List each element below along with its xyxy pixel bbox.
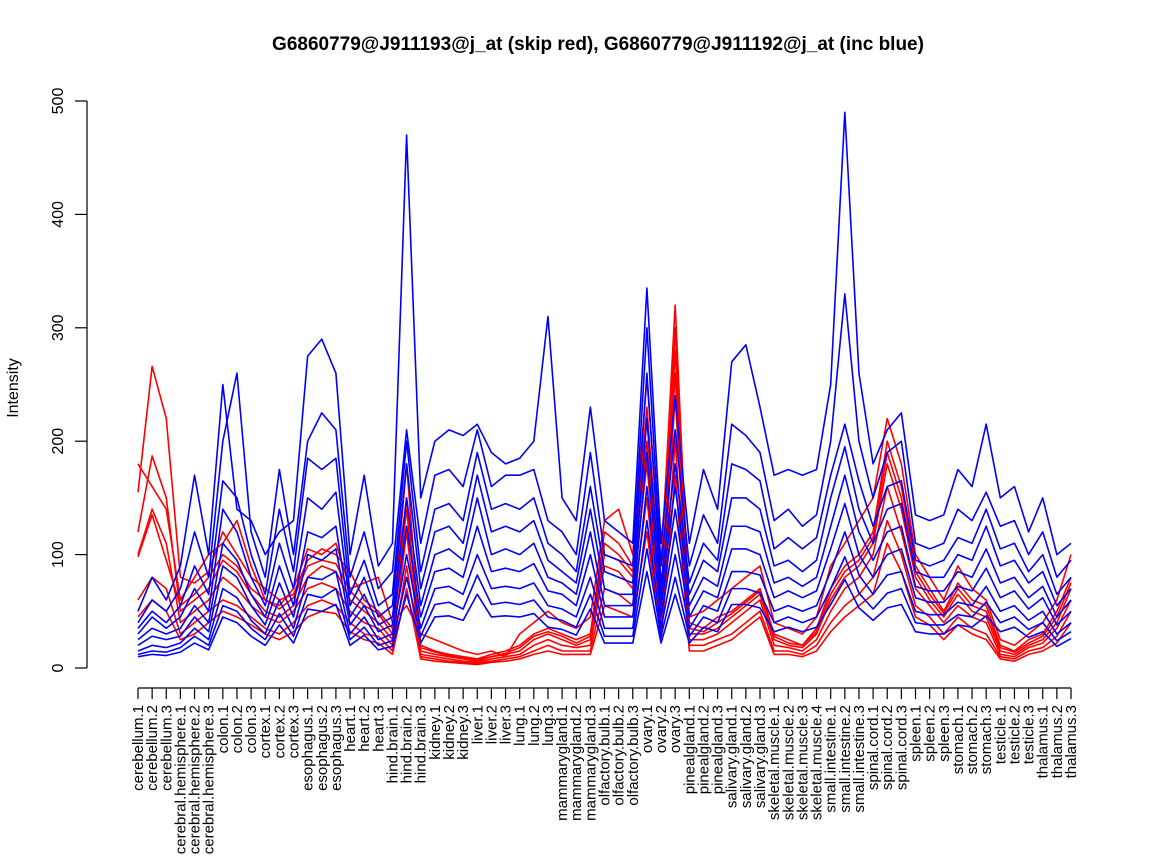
x-tick-label: olfactory.bulb.2 bbox=[611, 705, 628, 806]
x-tick-label: olfactory.bulb.1 bbox=[597, 705, 614, 806]
x-tick-label: hind.brain.1 bbox=[384, 705, 401, 783]
x-tick-label: small.intestine.1 bbox=[823, 705, 840, 813]
x-tick-label: testicle.1 bbox=[992, 705, 1009, 764]
x-tick-label: lung.3 bbox=[540, 705, 557, 746]
series-line-12 bbox=[137, 451, 1072, 641]
series-line-16 bbox=[137, 570, 1072, 658]
x-tick-label: esophagus.1 bbox=[300, 705, 317, 791]
x-tick-label: heart.1 bbox=[342, 705, 359, 752]
chart-title: G6860779@J911193@j_at (skip red), G68607… bbox=[272, 34, 924, 55]
x-tick-label: skeletal.muscle.4 bbox=[809, 705, 826, 820]
x-tick-label: testicle.3 bbox=[1021, 705, 1038, 764]
y-axis-ticks: 0 100 200 300 400 500 bbox=[50, 88, 87, 672]
x-tick-label: pinealgland.1 bbox=[681, 705, 698, 794]
y-axis-label: Intensity bbox=[5, 358, 22, 418]
x-tick-label: ovary.2 bbox=[653, 705, 670, 753]
x-tick-label: heart.2 bbox=[356, 705, 373, 752]
x-tick-label: liver.2 bbox=[483, 705, 500, 744]
y-tick-label: 100 bbox=[50, 541, 67, 568]
x-tick-label: pinealgland.2 bbox=[695, 705, 712, 794]
series-line-8 bbox=[137, 111, 1072, 612]
x-tick-label: spinal.cord.2 bbox=[879, 705, 896, 790]
x-tick-label: mammarygland.1 bbox=[554, 705, 571, 821]
x-tick-label: cerebral.hemisphere.1 bbox=[172, 705, 189, 854]
x-tick-label: kidney.1 bbox=[427, 705, 444, 760]
series-line-11 bbox=[137, 417, 1072, 635]
y-tick-label: 400 bbox=[50, 201, 67, 228]
x-tick-label: lung.2 bbox=[526, 705, 543, 746]
x-tick-label: small.intestine.3 bbox=[851, 705, 868, 813]
x-tick-label: lung.1 bbox=[512, 705, 529, 746]
x-tick-label: salivary.gland.1 bbox=[724, 705, 741, 808]
x-tick-label: thalamus.1 bbox=[1035, 705, 1052, 778]
y-tick-label: 200 bbox=[50, 428, 67, 455]
x-tick-label: cerebellum.1 bbox=[130, 705, 147, 791]
x-tick-label: cortex.2 bbox=[271, 705, 288, 758]
x-tick-label: cerebellum.2 bbox=[144, 705, 161, 791]
x-tick-label: kidney.2 bbox=[441, 705, 458, 760]
x-tick-label: spleen.1 bbox=[908, 705, 925, 762]
x-tick-label: cortex.3 bbox=[286, 705, 303, 758]
series-line-15 bbox=[137, 548, 1072, 656]
x-tick-label: cerebral.hemisphere.2 bbox=[187, 705, 204, 854]
x-tick-label: olfactory.bulb.3 bbox=[625, 705, 642, 806]
series-line-10 bbox=[137, 372, 1072, 629]
x-tick-label: hind.brain.3 bbox=[413, 705, 430, 783]
x-tick-label: ovary.1 bbox=[639, 705, 656, 753]
x-tick-label: cortex.1 bbox=[257, 705, 274, 758]
x-tick-label: stomach.2 bbox=[964, 705, 981, 774]
x-tick-label: small.intestine.2 bbox=[837, 705, 854, 813]
x-tick-label: heart.3 bbox=[370, 705, 387, 752]
series-line-9 bbox=[137, 292, 1072, 624]
x-tick-label: pinealgland.3 bbox=[710, 705, 727, 794]
x-tick-label: esophagus.3 bbox=[328, 705, 345, 791]
x-tick-label: spinal.cord.1 bbox=[865, 705, 882, 790]
x-tick-label: spleen.3 bbox=[936, 705, 953, 762]
x-tick-label: mammarygland.2 bbox=[568, 705, 585, 821]
x-tick-label: liver.1 bbox=[469, 705, 486, 744]
x-tick-label: hind.brain.2 bbox=[399, 705, 416, 783]
series-line-2 bbox=[137, 326, 1072, 660]
x-tick-label: spleen.2 bbox=[922, 705, 939, 762]
series-lines bbox=[137, 111, 1072, 666]
x-tick-label: salivary.gland.3 bbox=[752, 705, 769, 808]
x-tick-label: spinal.cord.3 bbox=[893, 705, 910, 790]
y-tick-label: 0 bbox=[50, 663, 67, 672]
x-tick-label: cerebral.hemisphere.3 bbox=[201, 705, 218, 854]
x-axis-ticks: cerebellum.1cerebellum.2cerebellum.3cere… bbox=[130, 687, 1080, 854]
y-tick-label: 500 bbox=[50, 88, 67, 115]
x-tick-label: colon.3 bbox=[243, 705, 260, 753]
x-tick-label: thalamus.2 bbox=[1049, 705, 1066, 778]
x-tick-label: thalamus.3 bbox=[1063, 705, 1080, 778]
x-tick-label: colon.2 bbox=[229, 705, 246, 753]
x-tick-label: stomach.3 bbox=[978, 705, 995, 774]
x-tick-label: salivary.gland.2 bbox=[738, 705, 755, 808]
x-tick-label: cerebellum.3 bbox=[158, 705, 175, 791]
series-line-4 bbox=[137, 395, 1072, 664]
y-tick-label: 300 bbox=[50, 314, 67, 341]
x-tick-label: skeletal.muscle.1 bbox=[766, 705, 783, 820]
x-tick-label: liver.3 bbox=[498, 705, 515, 744]
x-tick-label: stomach.1 bbox=[950, 705, 967, 774]
x-tick-label: esophagus.2 bbox=[314, 705, 331, 791]
series-line-13 bbox=[137, 485, 1072, 646]
x-tick-label: skeletal.muscle.2 bbox=[780, 705, 797, 820]
x-tick-label: skeletal.muscle.3 bbox=[794, 705, 811, 820]
x-tick-label: testicle.2 bbox=[1006, 705, 1023, 764]
series-line-14 bbox=[137, 519, 1072, 652]
x-tick-label: colon.1 bbox=[215, 705, 232, 753]
x-tick-label: mammarygland.3 bbox=[582, 705, 599, 821]
x-tick-label: ovary.3 bbox=[667, 705, 684, 753]
x-tick-label: kidney.3 bbox=[455, 705, 472, 760]
